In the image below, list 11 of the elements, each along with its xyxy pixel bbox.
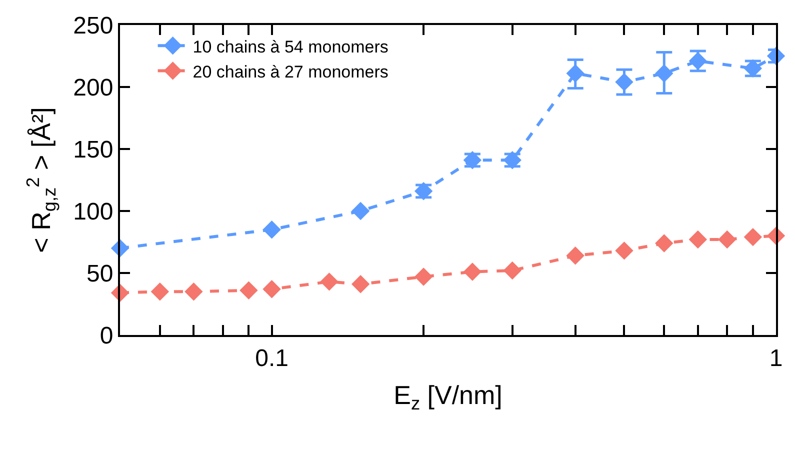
x-axis-title: E$_{z}$ [V/nm] (394, 380, 502, 414)
y-tick-label: 100 (73, 198, 114, 226)
y-tick-label: 50 (86, 260, 114, 288)
legend-label: 20 chains à 27 monomers (192, 62, 388, 82)
y-tick-label: 250 (73, 12, 114, 40)
y-tick-label: 200 (73, 74, 114, 102)
y-tick-label: 150 (73, 136, 114, 164)
x-tick-label: 1 (769, 344, 783, 372)
x-tick-label: 0.1 (255, 344, 288, 372)
legend-label: 10 chains à 54 monomers (192, 37, 388, 56)
y-tick-label: 0 (100, 322, 114, 350)
